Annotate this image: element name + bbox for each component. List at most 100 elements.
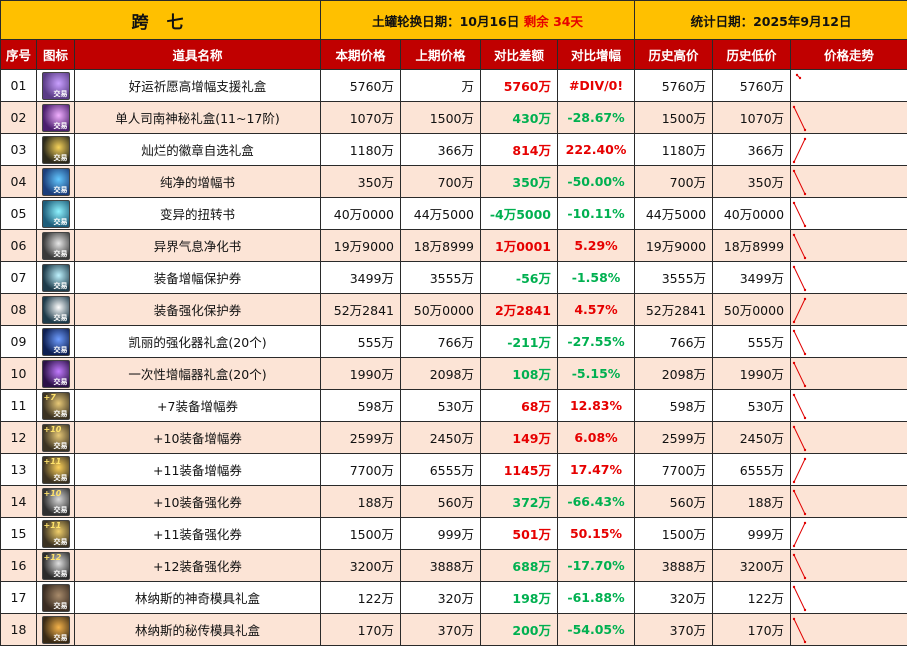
price-change-pct: -5.15%	[556, 357, 636, 390]
current-price: 555万	[320, 325, 401, 358]
col-header-pct: 对比增幅	[556, 39, 636, 70]
trend-point-current	[803, 256, 807, 259]
icon-trade-tag: 交易	[53, 537, 68, 546]
icon-trade-tag: 交易	[53, 633, 68, 642]
amplify-protect-ticket-icon: 交易	[41, 263, 70, 292]
icon-plus-level: +7	[43, 392, 56, 402]
previous-price: 50万0000	[400, 293, 481, 326]
icon-trade-tag: 交易	[53, 569, 68, 578]
table-row: 09 交易 凯丽的强化器礼盒(20个) 555万 766万 -211万 -27.55% 766…	[0, 325, 907, 358]
col-header-trend: 价格走势	[790, 39, 907, 70]
icon-plus-level: +12	[43, 552, 62, 562]
trend-point-current	[803, 128, 807, 131]
refresh-date: 土罐轮换日期：10月16日	[372, 13, 520, 29]
golden-emblem-box-icon: 交易	[41, 135, 70, 164]
table-row: 04 交易 纯净的增幅书 350万 700万 350万 -50.00% 700万 350万	[0, 165, 907, 198]
blue-orb-box-icon: 交易	[41, 327, 70, 356]
history-high: 370万	[634, 613, 714, 646]
price-trend-cell	[790, 293, 907, 326]
history-high: 2599万	[634, 421, 714, 454]
history-low: 555万	[712, 325, 792, 358]
plus10-amplify-ticket-icon: +10 交易	[41, 423, 70, 452]
price-diff: 372万	[480, 485, 558, 518]
trend-point-current	[803, 192, 807, 195]
item-name: 一次性增幅器礼盒(20个)	[74, 357, 321, 390]
trend-sparkline	[792, 585, 807, 611]
stat-date: 统计日期：2025年9月12日	[634, 0, 907, 40]
price-change-pct: -10.11%	[556, 197, 636, 230]
table-row: 13 +11 交易 +11装备增幅券 7700万 6555万 1145万 17.47% 7700…	[0, 453, 907, 486]
history-low: 3499万	[712, 261, 792, 294]
history-low: 188万	[712, 485, 792, 518]
item-name: 异界气息净化书	[74, 229, 321, 262]
trend-point-current	[803, 224, 807, 227]
history-low: 5760万	[712, 69, 792, 102]
current-price: 188万	[320, 485, 401, 518]
item-icon-cell: 交易	[36, 613, 75, 646]
table-body: 01 交易 好运祈愿高增幅支援礼盒 5760万万 5760万 #DIV/0! 5760万 57…	[0, 69, 907, 646]
trend-line	[793, 330, 806, 354]
col-header-high: 历史高价	[634, 39, 714, 70]
table-row: 02 交易 单人司南神秘礼盒(11~17阶) 1070万 1500万 430万 -28.67…	[0, 101, 907, 134]
trend-sparkline	[792, 265, 807, 291]
trend-line	[793, 138, 806, 162]
current-price: 170万	[320, 613, 401, 646]
item-name: 纯净的增幅书	[74, 165, 321, 198]
col-header-no: 序号	[0, 39, 37, 70]
row-number: 03	[0, 133, 37, 166]
price-diff: 198万	[480, 581, 558, 614]
region-title: 跨 七	[0, 0, 321, 40]
item-icon-cell: +10 交易	[36, 421, 75, 454]
previous-price: 3888万	[400, 549, 481, 582]
history-low: 1070万	[712, 101, 792, 134]
trend-point-prev	[792, 320, 796, 323]
trend-line	[793, 618, 806, 642]
item-icon-cell: 交易	[36, 197, 75, 230]
icon-trade-tag: 交易	[53, 281, 68, 290]
item-name: 装备增幅保护券	[74, 261, 321, 294]
trend-point-prev	[792, 480, 796, 483]
price-trend-cell	[790, 453, 907, 486]
history-low: 999万	[712, 517, 792, 550]
trend-point-prev	[792, 329, 796, 332]
history-high: 1500万	[634, 517, 714, 550]
col-header-name: 道具名称	[74, 39, 321, 70]
price-diff: 501万	[480, 517, 558, 550]
trend-point-prev	[792, 425, 796, 428]
trend-sparkline	[792, 201, 807, 227]
price-diff: -211万	[480, 325, 558, 358]
history-low: 50万0000	[712, 293, 792, 326]
amplify-book-icon: 交易	[41, 167, 70, 196]
plus7-amplify-ticket-icon: +7 交易	[41, 391, 70, 420]
price-trend-cell	[790, 485, 907, 518]
purple-orb-box-icon: 交易	[41, 359, 70, 388]
previous-price: 2098万	[400, 357, 481, 390]
current-price: 7700万	[320, 453, 401, 486]
price-trend-cell	[790, 357, 907, 390]
history-high: 766万	[634, 325, 714, 358]
trend-point-current	[803, 640, 807, 643]
trend-point-current	[803, 352, 807, 355]
price-diff: 5760万	[480, 69, 558, 102]
history-low: 40万0000	[712, 197, 792, 230]
trend-sparkline	[792, 233, 807, 259]
table-row: 16 +12 交易 +12装备强化券 3200万 3888万 688万 -17.70% 3888…	[0, 549, 907, 582]
table-row: 17 交易 林纳斯的神奇模具礼盒 122万 320万 198万 -61.88% 320万 122…	[0, 581, 907, 614]
trend-point-prev	[792, 553, 796, 556]
history-high: 5760万	[634, 69, 714, 102]
price-diff: 1145万	[480, 453, 558, 486]
col-header-low: 历史低价	[712, 39, 792, 70]
plus10-reinforce-ticket-icon: +10 交易	[41, 487, 70, 516]
trend-point-prev	[792, 361, 796, 364]
trend-line	[793, 394, 806, 418]
current-price: 1180万	[320, 133, 401, 166]
item-icon-cell: 交易	[36, 229, 75, 262]
history-high: 3555万	[634, 261, 714, 294]
trend-sparkline	[792, 393, 807, 419]
trend-line	[793, 298, 806, 322]
price-trend-cell	[790, 389, 907, 422]
table-row: 15 +11 交易 +11装备强化券 1500万 999万 501万 50.15% 1500万 9…	[0, 517, 907, 550]
item-icon-cell: +7 交易	[36, 389, 75, 422]
previous-price: 44万5000	[400, 197, 481, 230]
previous-price: 560万	[400, 485, 481, 518]
